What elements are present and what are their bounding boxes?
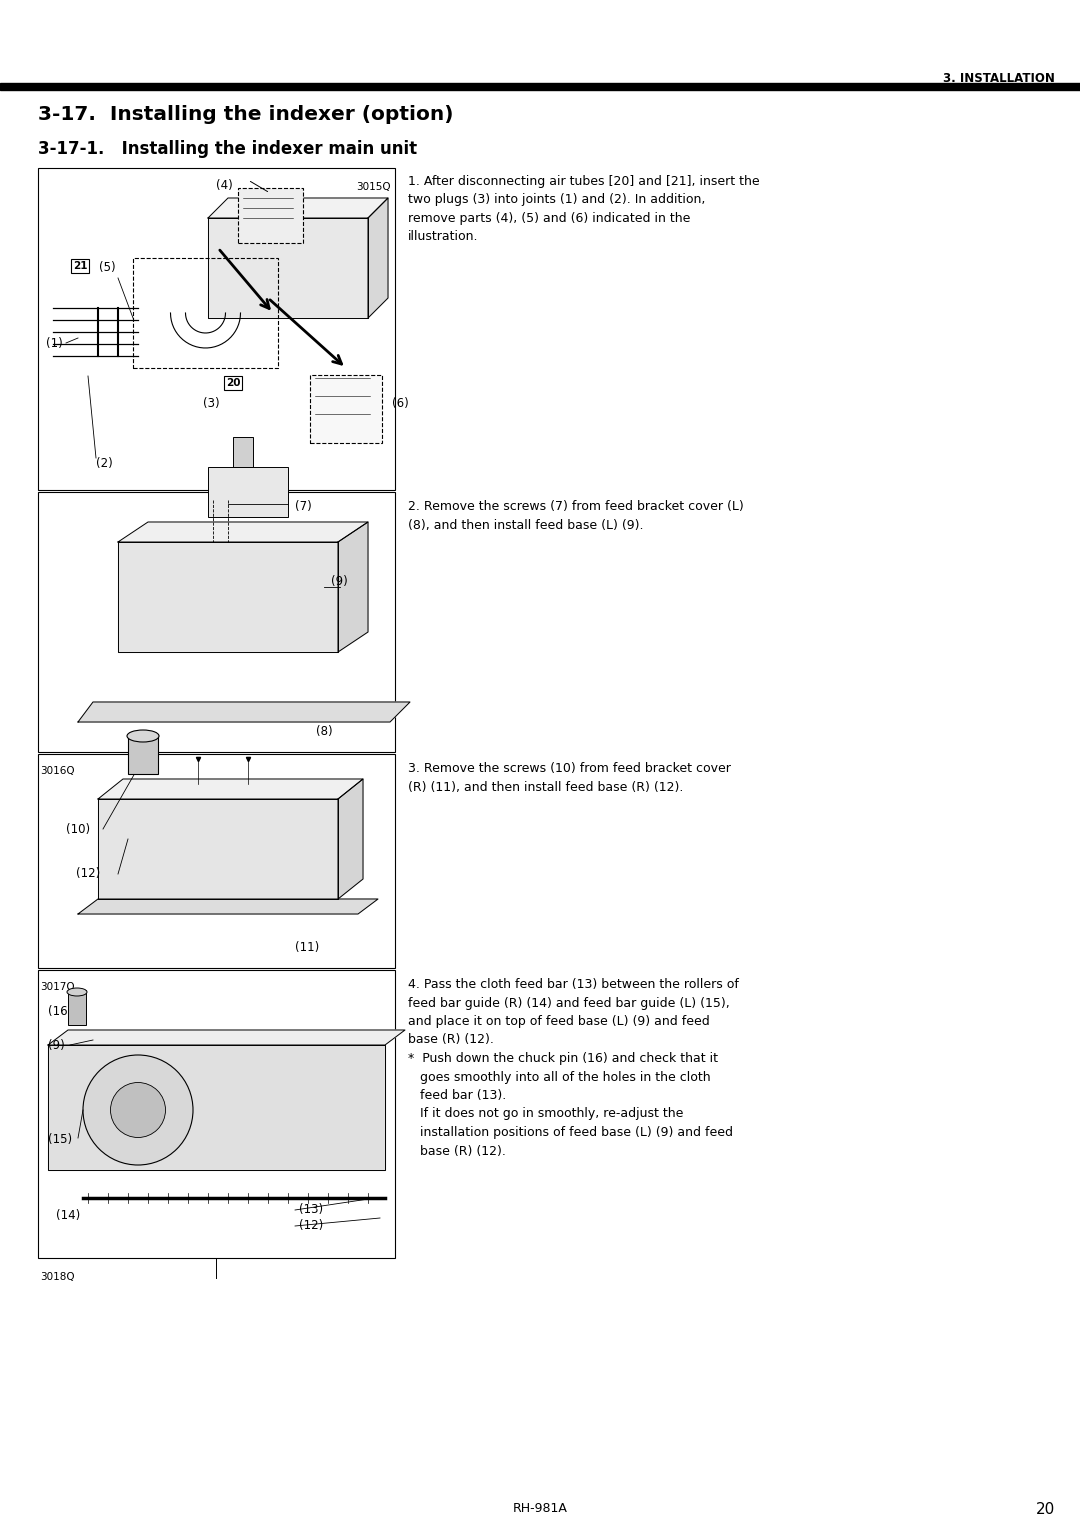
Bar bbox=[133, 258, 278, 368]
Text: (7): (7) bbox=[234, 466, 252, 478]
Text: 3016Q: 3016Q bbox=[40, 766, 75, 776]
Bar bbox=[129, 733, 158, 775]
Text: 3017Q: 3017Q bbox=[40, 983, 75, 992]
Text: (14): (14) bbox=[56, 1210, 80, 1222]
Ellipse shape bbox=[67, 989, 87, 996]
Bar bbox=[38, 492, 395, 752]
Text: (9): (9) bbox=[330, 576, 348, 588]
Text: 20: 20 bbox=[1036, 1502, 1055, 1517]
Polygon shape bbox=[338, 523, 368, 652]
Polygon shape bbox=[78, 898, 378, 914]
Polygon shape bbox=[338, 779, 363, 898]
Polygon shape bbox=[118, 542, 338, 652]
Text: 2. Remove the screws (7) from feed bracket cover (L)
(8), and then install feed : 2. Remove the screws (7) from feed brack… bbox=[408, 500, 744, 532]
Text: (4): (4) bbox=[216, 179, 233, 193]
Polygon shape bbox=[118, 523, 368, 542]
Text: 3-17.  Installing the indexer (option): 3-17. Installing the indexer (option) bbox=[38, 105, 454, 124]
Polygon shape bbox=[208, 219, 368, 318]
Text: 3018Q: 3018Q bbox=[40, 1271, 75, 1282]
Text: (1): (1) bbox=[46, 336, 63, 350]
Text: 20: 20 bbox=[226, 377, 240, 388]
Text: (12): (12) bbox=[298, 1219, 323, 1233]
Bar bbox=[0, 83, 1080, 90]
Text: (9): (9) bbox=[48, 1039, 65, 1051]
Circle shape bbox=[83, 1054, 193, 1164]
Text: (7): (7) bbox=[295, 500, 312, 513]
Text: 3. Remove the screws (10) from feed bracket cover
(R) (11), and then install fee: 3. Remove the screws (10) from feed brac… bbox=[408, 762, 731, 793]
Text: (3): (3) bbox=[203, 396, 219, 410]
Polygon shape bbox=[98, 799, 338, 898]
Bar bbox=[233, 437, 253, 468]
Bar bbox=[38, 753, 395, 969]
Bar bbox=[310, 374, 382, 443]
Bar bbox=[68, 990, 86, 1025]
Polygon shape bbox=[98, 779, 363, 799]
Text: (2): (2) bbox=[96, 457, 112, 469]
Text: (8): (8) bbox=[316, 726, 333, 738]
Ellipse shape bbox=[127, 730, 159, 743]
Text: (5): (5) bbox=[99, 261, 116, 275]
Bar bbox=[238, 188, 303, 243]
Polygon shape bbox=[48, 1030, 405, 1045]
Polygon shape bbox=[78, 701, 410, 723]
Text: (16): (16) bbox=[48, 1005, 72, 1019]
Bar bbox=[38, 168, 395, 490]
Polygon shape bbox=[368, 199, 388, 318]
Polygon shape bbox=[208, 199, 388, 219]
Bar bbox=[38, 970, 395, 1258]
Text: 3015Q: 3015Q bbox=[356, 182, 391, 193]
Polygon shape bbox=[48, 1045, 384, 1170]
Text: (11): (11) bbox=[295, 941, 320, 955]
Text: 3. INSTALLATION: 3. INSTALLATION bbox=[943, 72, 1055, 86]
Text: 3-17-1.   Installing the indexer main unit: 3-17-1. Installing the indexer main unit bbox=[38, 141, 417, 157]
Text: 21: 21 bbox=[72, 261, 87, 270]
Text: 4. Pass the cloth feed bar (13) between the rollers of
feed bar guide (R) (14) a: 4. Pass the cloth feed bar (13) between … bbox=[408, 978, 739, 1158]
Text: RH-981A: RH-981A bbox=[513, 1502, 567, 1514]
Bar bbox=[208, 468, 288, 516]
Text: 1. After disconnecting air tubes [20] and [21], insert the
two plugs (3) into jo: 1. After disconnecting air tubes [20] an… bbox=[408, 176, 759, 243]
Text: (13): (13) bbox=[298, 1204, 323, 1216]
Circle shape bbox=[110, 1082, 165, 1137]
Text: (6): (6) bbox=[392, 396, 408, 410]
Text: (10): (10) bbox=[66, 822, 90, 836]
Text: (15): (15) bbox=[48, 1134, 72, 1146]
Text: (12): (12) bbox=[76, 868, 100, 880]
